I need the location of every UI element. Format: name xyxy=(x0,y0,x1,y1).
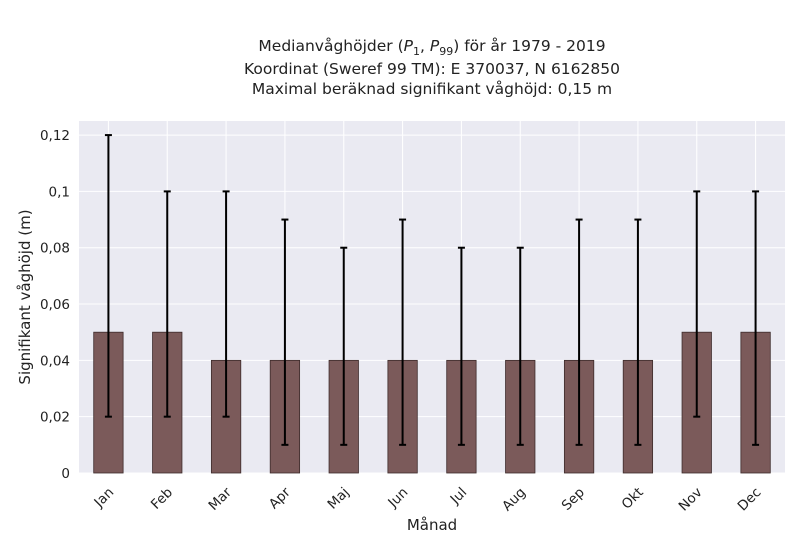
x-tick-label: Aug xyxy=(499,485,529,515)
x-tick-label: Maj xyxy=(325,485,353,513)
errorbar-dec xyxy=(752,190,760,446)
y-tick-label: 0,08 xyxy=(40,241,70,257)
chart-title-line: Koordinat (Sweref 99 TM): E 370037, N 61… xyxy=(244,60,620,78)
x-tick-label: Jul xyxy=(447,485,471,509)
y-tick-label: 0,1 xyxy=(49,184,70,200)
errorbar-jan xyxy=(104,134,112,418)
x-axis-label: Månad xyxy=(407,516,457,534)
x-tick-label: Sep xyxy=(559,485,588,514)
errorbar-sep xyxy=(575,218,583,446)
x-tick-label: Mar xyxy=(206,484,236,514)
errorbar-apr xyxy=(281,218,289,446)
chart-title: Medianvåghöjder (P1, P99) för år 1979 - … xyxy=(244,37,620,98)
errorbar-aug xyxy=(516,246,524,446)
errorbar-nov xyxy=(693,190,701,418)
y-axis-label: Signifikant våghöjd (m) xyxy=(16,209,34,384)
x-tick-label: Nov xyxy=(676,485,706,515)
y-tick-label: 0,06 xyxy=(40,297,70,313)
errorbar-feb xyxy=(163,190,171,418)
y-axis-ticks: 0 0,02 0,04 0,06 0,08 0,1 0,12 xyxy=(40,128,70,482)
x-tick-label: Feb xyxy=(148,485,176,513)
y-tick-label: 0,12 xyxy=(40,128,70,144)
x-tick-label: Jan xyxy=(91,485,118,512)
y-tick-label: 0 xyxy=(61,466,70,482)
x-tick-label: Okt xyxy=(619,485,647,513)
y-tick-label: 0,04 xyxy=(40,353,70,369)
errorbar-jul xyxy=(457,246,465,446)
errorbar-okt xyxy=(634,218,642,446)
x-tick-label: Dec xyxy=(735,485,765,515)
chart-title-line: Medianvåghöjder (P1, P99) för år 1979 - … xyxy=(258,37,605,58)
chart-title-line: Maximal beräknad signifikant våghöjd: 0,… xyxy=(252,80,612,98)
errorbar-jun xyxy=(399,218,407,446)
error-bars xyxy=(104,134,760,446)
x-tick-label: Jun xyxy=(384,485,411,512)
x-axis-ticks: Jan Feb Mar Apr Maj Jun Jul Aug Sep Okt Nov Dec xyxy=(91,484,765,514)
plot-area xyxy=(79,121,785,473)
y-tick-label: 0,02 xyxy=(40,410,70,426)
x-tick-label: Apr xyxy=(266,484,294,512)
errorbar-mar xyxy=(222,190,230,418)
errorbar-maj xyxy=(340,246,348,446)
